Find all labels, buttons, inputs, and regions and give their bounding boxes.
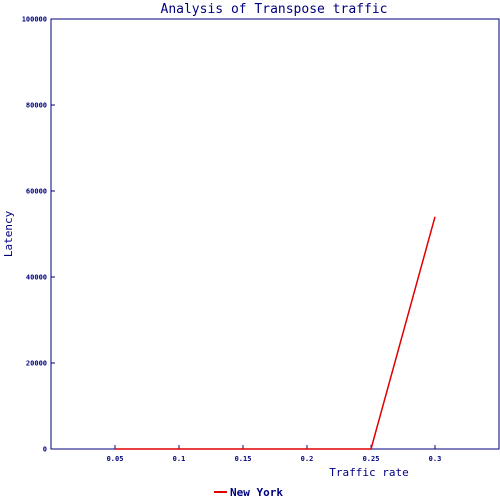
x-tick-label: 0.05: [107, 455, 124, 463]
x-axis-label: Traffic rate: [329, 466, 408, 479]
y-axis-label: Latency: [2, 210, 15, 257]
y-tick-label: 40000: [26, 274, 47, 282]
x-tick-label: 0.3: [429, 455, 442, 463]
x-axis: 0.05 0.1 0.15 0.2 0.25 0.3: [107, 445, 442, 463]
y-axis: 0 20000 40000 60000 80000 100000: [22, 16, 55, 454]
y-tick-label: 0: [43, 446, 47, 454]
x-tick-label: 0.25: [363, 455, 380, 463]
x-tick-label: 0.2: [301, 455, 314, 463]
x-tick-label: 0.15: [235, 455, 252, 463]
chart-title: Analysis of Transpose traffic: [161, 2, 388, 17]
x-tick-label: 0.1: [173, 455, 186, 463]
series-layer: [115, 216, 436, 450]
plot-area: [50, 18, 500, 450]
y-tick-label: 60000: [26, 188, 47, 196]
y-tick-label: 80000: [26, 102, 47, 110]
y-tick-label: 100000: [22, 16, 47, 24]
y-tick-label: 20000: [26, 360, 47, 368]
legend: New York: [214, 486, 283, 499]
series-line-0: [115, 216, 436, 450]
legend-label: New York: [230, 486, 283, 499]
